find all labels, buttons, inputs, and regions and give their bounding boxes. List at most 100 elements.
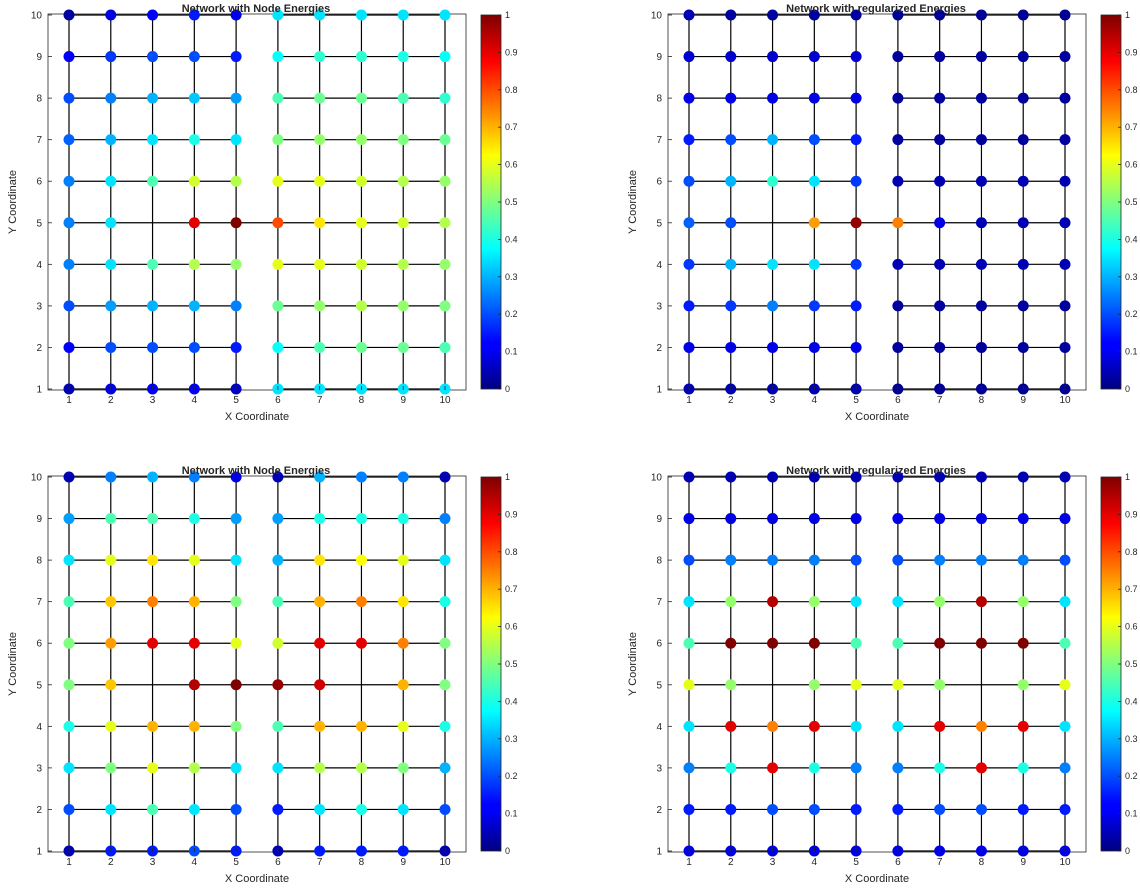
node-1-5 [63, 679, 75, 691]
node-1-8 [63, 554, 75, 566]
node-8-9 [975, 51, 987, 63]
node-1-4 [63, 720, 75, 732]
node-9-5 [1017, 217, 1029, 229]
node-10-7 [439, 596, 451, 608]
node-4-3 [808, 762, 820, 774]
node-5-7 [850, 134, 862, 146]
x-tick-label: 9 [400, 395, 406, 406]
x-tick-label: 7 [937, 857, 943, 868]
node-6-9 [272, 51, 284, 63]
y-tick-label: 2 [36, 805, 42, 816]
node-4-3 [188, 762, 200, 774]
colorbar-tick-label: 0.2 [1125, 309, 1138, 319]
node-3-9 [147, 51, 159, 63]
node-5-5 [850, 217, 862, 229]
node-7-4 [934, 720, 946, 732]
node-5-8 [850, 554, 862, 566]
node-6-10 [892, 471, 904, 483]
node-2-3 [105, 300, 117, 312]
node-7-6 [934, 637, 946, 649]
y-axis-label: Y Coordinate [627, 170, 639, 234]
node-9-5 [1017, 679, 1029, 691]
x-tick-label: 4 [192, 857, 198, 868]
node-4-2 [188, 803, 200, 815]
x-tick-label: 8 [359, 857, 365, 868]
colorbar-tick-label: 0.4 [1125, 696, 1138, 706]
node-10-4 [439, 720, 451, 732]
node-2-6 [105, 637, 117, 649]
y-tick-label: 9 [36, 52, 42, 63]
node-5-8 [230, 554, 242, 566]
node-7-6 [934, 175, 946, 187]
node-6-9 [272, 513, 284, 525]
colorbar-tick-label: 0.4 [505, 234, 518, 244]
colorbar-tick-label: 0.1 [1125, 347, 1138, 357]
node-3-3 [147, 762, 159, 774]
node-1-5 [63, 217, 75, 229]
y-tick-label: 8 [36, 556, 42, 567]
node-1-10 [683, 471, 695, 483]
node-8-10 [975, 9, 987, 21]
node-7-10 [934, 471, 946, 483]
node-10-5 [1059, 679, 1071, 691]
node-5-6 [230, 637, 242, 649]
node-5-10 [230, 9, 242, 21]
node-9-9 [397, 51, 409, 63]
node-7-2 [314, 803, 326, 815]
x-tick-label: 10 [439, 857, 451, 868]
x-tick-label: 6 [895, 857, 901, 868]
node-7-9 [934, 51, 946, 63]
node-8-3 [355, 762, 367, 774]
node-9-2 [397, 803, 409, 815]
node-6-8 [272, 554, 284, 566]
node-1-9 [63, 513, 75, 525]
node-4-6 [808, 175, 820, 187]
node-2-5 [105, 217, 117, 229]
node-8-6 [355, 175, 367, 187]
node-7-8 [934, 554, 946, 566]
node-7-6 [314, 637, 326, 649]
node-2-8 [105, 554, 117, 566]
x-tick-label: 8 [359, 395, 365, 406]
x-tick-label: 5 [853, 395, 859, 406]
node-9-8 [397, 92, 409, 104]
node-3-7 [767, 134, 779, 146]
node-9-9 [397, 513, 409, 525]
x-tick-label: 4 [812, 857, 818, 868]
y-tick-label: 3 [656, 301, 662, 312]
node-7-3 [934, 762, 946, 774]
node-3-10 [147, 471, 159, 483]
node-4-5 [808, 679, 820, 691]
node-6-8 [892, 554, 904, 566]
node-2-5 [725, 679, 737, 691]
node-10-2 [439, 803, 451, 815]
node-2-6 [105, 175, 117, 187]
y-tick-label: 1 [656, 385, 662, 396]
node-5-5 [850, 679, 862, 691]
colorbar-tick-label: 0.6 [1125, 622, 1138, 632]
node-3-2 [767, 803, 779, 815]
node-2-3 [725, 762, 737, 774]
node-5-6 [850, 175, 862, 187]
node-3-3 [147, 300, 159, 312]
node-7-5 [934, 217, 946, 229]
node-8-7 [975, 596, 987, 608]
x-tick-label: 6 [275, 857, 281, 868]
node-3-8 [147, 92, 159, 104]
node-5-6 [850, 637, 862, 649]
node-2-2 [725, 803, 737, 815]
node-8-9 [975, 513, 987, 525]
node-1-5 [683, 217, 695, 229]
node-10-5 [439, 679, 451, 691]
node-3-2 [147, 341, 159, 353]
node-7-2 [934, 341, 946, 353]
node-7-7 [934, 596, 946, 608]
node-5-4 [850, 258, 862, 270]
node-4-9 [808, 513, 820, 525]
node-1-10 [683, 9, 695, 21]
node-10-3 [1059, 300, 1071, 312]
node-5-5 [230, 679, 242, 691]
y-tick-label: 4 [36, 260, 42, 271]
